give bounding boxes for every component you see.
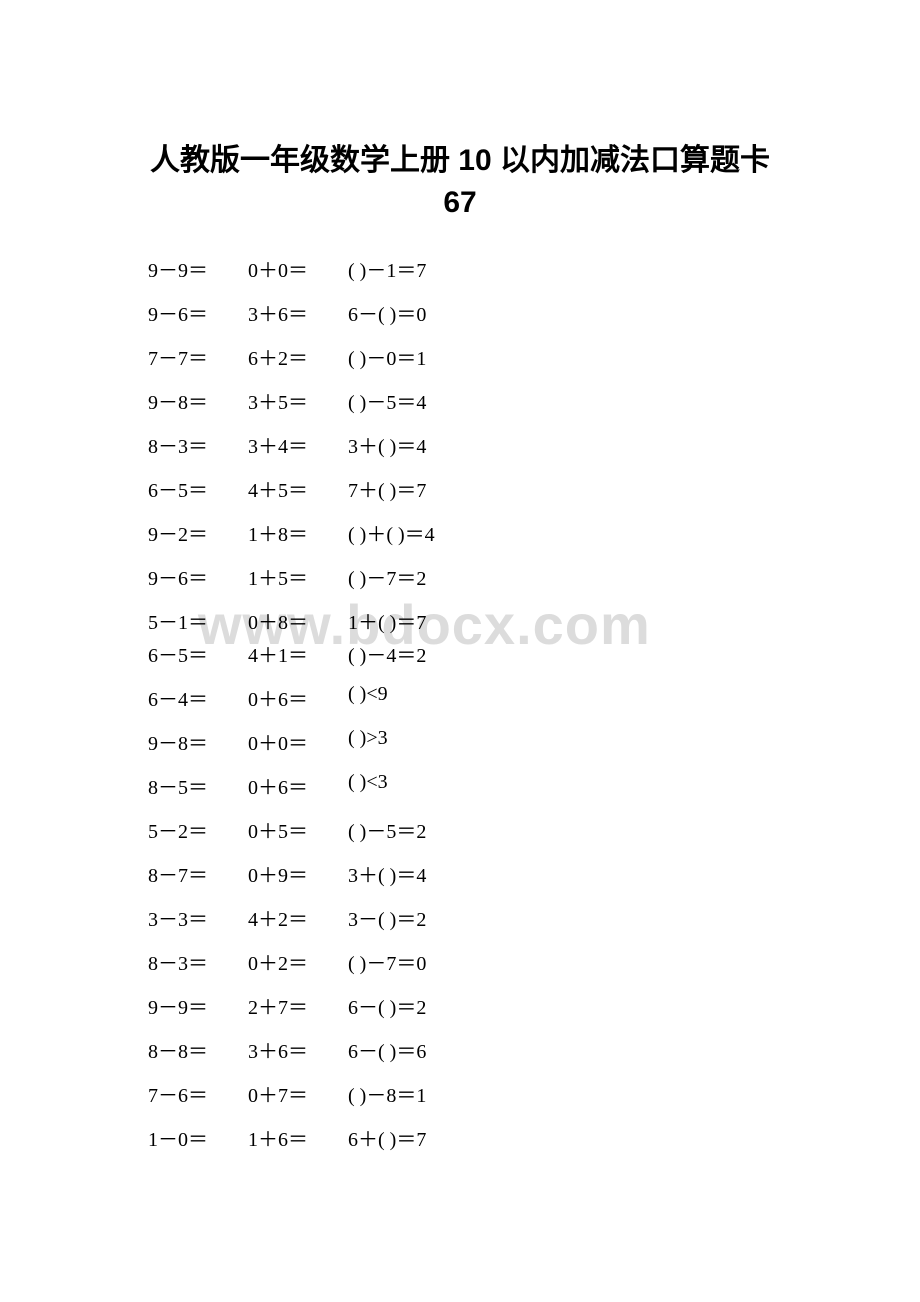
- problem-col-1: 9－8＝: [148, 727, 248, 756]
- problem-col-2: 4＋2＝: [248, 903, 348, 932]
- problems-container: 9－9＝0＋0＝( )－1＝79－6＝3＋6＝6－( )＝07－7＝6＋2＝( …: [148, 254, 920, 1152]
- problem-col-1: 6－4＝: [148, 683, 248, 712]
- problem-row: 9－8＝3＋5＝( )－5＝4: [148, 386, 920, 415]
- problem-col-1: 6－5＝: [148, 639, 248, 668]
- problem-row: 9－9＝2＋7＝6－( )＝2: [148, 991, 920, 1020]
- problem-col-1: 7－6＝: [148, 1079, 248, 1108]
- problem-col-1: 5－2＝: [148, 815, 248, 844]
- problem-col-2: 0＋6＝: [248, 683, 348, 712]
- problem-col-2: 0＋2＝: [248, 947, 348, 976]
- problem-col-1: 9－6＝: [148, 562, 248, 591]
- problem-row: 8－7＝0＋9＝3＋( )＝4: [148, 859, 920, 888]
- problem-row: 6－5＝4＋5＝7＋( )＝7: [148, 474, 920, 503]
- problem-col-3: 6＋( )＝7: [348, 1123, 548, 1152]
- problem-col-2: 3＋6＝: [248, 298, 348, 327]
- problem-col-3: ( )－5＝2: [348, 815, 548, 844]
- problem-col-1: 9－6＝: [148, 298, 248, 327]
- problem-col-2: 1＋5＝: [248, 562, 348, 591]
- problem-col-1: 3－3＝: [148, 903, 248, 932]
- title-line-2: 67: [0, 182, 920, 224]
- problem-col-3: ( )<9: [348, 683, 548, 712]
- problem-col-2: 0＋7＝: [248, 1079, 348, 1108]
- problem-row: 7－7＝6＋2＝( )－0＝1: [148, 342, 920, 371]
- problem-col-2: 0＋0＝: [248, 727, 348, 756]
- problem-row: 6－4＝0＋6＝( )<9: [148, 683, 920, 712]
- problem-col-1: 8－7＝: [148, 859, 248, 888]
- problem-col-3: 3＋( )＝4: [348, 430, 548, 459]
- problem-col-3: ( )－8＝1: [348, 1079, 548, 1108]
- document-title: 人教版一年级数学上册 10 以内加减法口算题卡 67: [0, 140, 920, 224]
- problem-col-1: 8－3＝: [148, 947, 248, 976]
- problem-col-3: 6－( )＝6: [348, 1035, 548, 1064]
- problem-row: 8－3＝0＋2＝( )－7＝0: [148, 947, 920, 976]
- problem-col-2: 0＋8＝: [248, 606, 348, 635]
- problem-col-2: 0＋6＝: [248, 771, 348, 800]
- problem-col-3: 7＋( )＝7: [348, 474, 548, 503]
- problem-col-1: 1－0＝: [148, 1123, 248, 1152]
- problem-col-1: 9－2＝: [148, 518, 248, 547]
- title-line-1: 人教版一年级数学上册 10 以内加减法口算题卡: [150, 144, 770, 177]
- problem-row: 8－3＝3＋4＝3＋( )＝4: [148, 430, 920, 459]
- problem-row: 5－1＝0＋8＝1＋( )＝7: [148, 606, 920, 635]
- problem-col-2: 3＋5＝: [248, 386, 348, 415]
- problem-col-2: 3＋4＝: [248, 430, 348, 459]
- problem-col-3: ( )＋( )＝4: [348, 518, 548, 547]
- problem-col-3: ( )－5＝4: [348, 386, 548, 415]
- problem-col-3: 6－( )＝0: [348, 298, 548, 327]
- problem-col-2: 4＋5＝: [248, 474, 348, 503]
- problem-row: 9－9＝0＋0＝( )－1＝7: [148, 254, 920, 283]
- problem-col-2: 2＋7＝: [248, 991, 348, 1020]
- problem-col-3: ( )－0＝1: [348, 342, 548, 371]
- problem-row: 8－5＝0＋6＝( )<3: [148, 771, 920, 800]
- problem-row: 6－5＝4＋1＝( )－4＝2: [148, 639, 920, 668]
- problem-col-3: ( )－7＝0: [348, 947, 548, 976]
- problem-col-1: 8－8＝: [148, 1035, 248, 1064]
- problem-col-3: ( )－7＝2: [348, 562, 548, 591]
- problem-row: 9－6＝3＋6＝6－( )＝0: [148, 298, 920, 327]
- problem-col-3: ( )－1＝7: [348, 254, 548, 283]
- problem-col-2: 4＋1＝: [248, 639, 348, 668]
- problem-col-1: 9－9＝: [148, 254, 248, 283]
- problem-row: 3－3＝4＋2＝3－( )＝2: [148, 903, 920, 932]
- problem-col-3: 3＋( )＝4: [348, 859, 548, 888]
- problem-row: 9－2＝1＋8＝( )＋( )＝4: [148, 518, 920, 547]
- problem-col-3: ( )<3: [348, 771, 548, 800]
- problem-row: 8－8＝3＋6＝6－( )＝6: [148, 1035, 920, 1064]
- problem-col-1: 9－8＝: [148, 386, 248, 415]
- problem-col-2: 0＋0＝: [248, 254, 348, 283]
- problem-col-1: 5－1＝: [148, 606, 248, 635]
- problem-col-1: 6－5＝: [148, 474, 248, 503]
- problem-col-2: 0＋9＝: [248, 859, 348, 888]
- problem-row: 9－8＝0＋0＝( )>3: [148, 727, 920, 756]
- problem-col-1: 8－3＝: [148, 430, 248, 459]
- problem-col-2: 1＋8＝: [248, 518, 348, 547]
- problem-col-2: 1＋6＝: [248, 1123, 348, 1152]
- problem-col-1: 9－9＝: [148, 991, 248, 1020]
- problem-row: 1－0＝1＋6＝6＋( )＝7: [148, 1123, 920, 1152]
- problem-col-2: 6＋2＝: [248, 342, 348, 371]
- problem-col-3: 1＋( )＝7: [348, 606, 548, 635]
- problem-col-3: 6－( )＝2: [348, 991, 548, 1020]
- problem-col-1: 7－7＝: [148, 342, 248, 371]
- problem-col-3: 3－( )＝2: [348, 903, 548, 932]
- problem-row: 5－2＝0＋5＝( )－5＝2: [148, 815, 920, 844]
- problem-row: 9－6＝1＋5＝( )－7＝2: [148, 562, 920, 591]
- problem-col-1: 8－5＝: [148, 771, 248, 800]
- problem-row: 7－6＝0＋7＝( )－8＝1: [148, 1079, 920, 1108]
- problem-col-2: 0＋5＝: [248, 815, 348, 844]
- problem-col-2: 3＋6＝: [248, 1035, 348, 1064]
- problem-col-3: ( )－4＝2: [348, 639, 548, 668]
- problem-col-3: ( )>3: [348, 727, 548, 756]
